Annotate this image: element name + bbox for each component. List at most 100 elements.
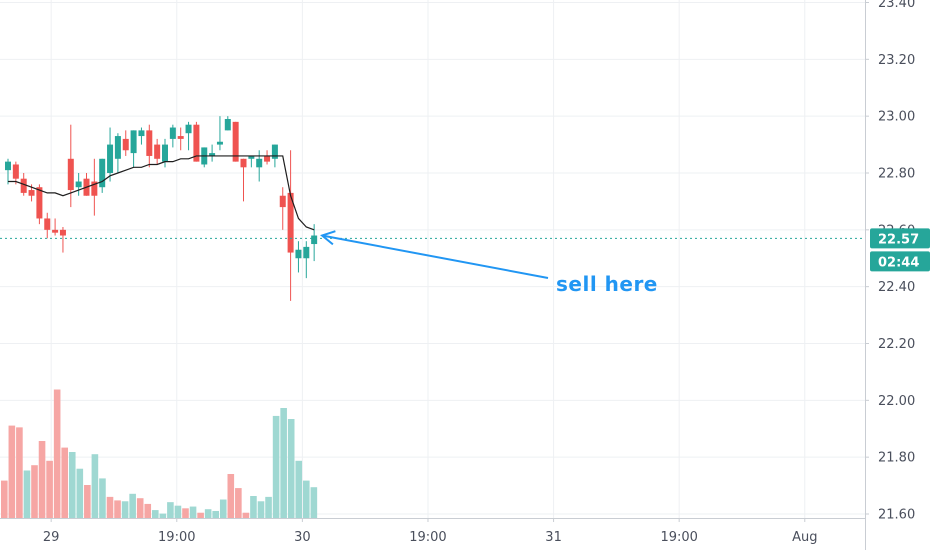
grid [0, 0, 865, 518]
volume-bar [152, 510, 159, 518]
candle-body [114, 136, 121, 159]
candle-body [177, 136, 184, 139]
price-axis-bg [865, 0, 932, 550]
volume-bar [272, 415, 280, 518]
time-axis-bg [0, 518, 865, 550]
candle-body [248, 155, 255, 159]
candle-body [232, 121, 239, 162]
volume-bar [265, 496, 272, 518]
volume-bar [235, 488, 242, 518]
candle-body [44, 218, 51, 230]
volume-bar [159, 513, 167, 518]
volume-bar [1, 480, 8, 518]
volume-bar [303, 480, 310, 518]
price-tick-label: 21.80 [878, 451, 915, 466]
volume-bar [46, 460, 53, 518]
candle-body [256, 158, 263, 168]
candle-body [279, 195, 286, 208]
last-price-badge [870, 228, 930, 249]
candle-body [12, 164, 19, 179]
candle-body [303, 246, 310, 259]
volume-bar [99, 478, 106, 518]
candle-body [271, 144, 278, 159]
candle-body [169, 127, 176, 139]
candle-body [295, 249, 302, 259]
candle-body [154, 144, 161, 159]
candle-body [75, 181, 82, 188]
volume-bar [136, 498, 144, 518]
volume-bar [287, 419, 295, 518]
candles [5, 116, 318, 301]
candle-body [264, 155, 271, 162]
annotation-label: sell here [556, 272, 658, 296]
candle-body [311, 235, 318, 245]
time-tick-label: 19:00 [158, 530, 195, 545]
price-tick-label: 22.20 [878, 337, 915, 352]
candle-body [193, 124, 200, 162]
volume-bar [91, 454, 99, 518]
candle-body [91, 181, 98, 196]
candle-body [138, 130, 145, 137]
candle-body [5, 161, 11, 171]
candle-body [216, 141, 223, 145]
candle-body [36, 187, 43, 219]
volume-bar [129, 493, 136, 518]
countdown-label: 02:44 [878, 255, 919, 270]
volume-bars [1, 389, 318, 518]
volume-bar [227, 474, 235, 518]
candle-body [59, 229, 66, 236]
candle-body [122, 138, 129, 151]
price-tick-label: 22.80 [878, 167, 915, 182]
candle-body [146, 130, 153, 156]
candle-body [240, 158, 247, 168]
volume-bar [257, 501, 265, 518]
volume-bar [114, 500, 121, 518]
time-tick-label: 30 [294, 530, 311, 545]
volume-bar [219, 499, 227, 518]
time-tick-label: 19:00 [660, 530, 697, 545]
volume-bar [295, 460, 303, 518]
volume-bar [310, 487, 318, 518]
time-tick-label: 29 [43, 530, 60, 545]
annotation-arrow [321, 234, 549, 279]
candle-body [209, 153, 216, 156]
price-tick-label: 22.40 [878, 280, 915, 295]
volume-bar [250, 496, 257, 518]
candle-body [107, 144, 114, 173]
volume-bar [144, 503, 152, 518]
candle-body [185, 124, 192, 134]
candle-body [52, 229, 59, 233]
volume-bar [174, 505, 182, 518]
volume-bar [61, 447, 68, 518]
volume-bar [242, 512, 250, 518]
volume-bar [16, 427, 23, 518]
volume-bar [204, 509, 212, 518]
candle-body [20, 178, 27, 193]
candle-body [224, 119, 231, 131]
volume-bar [197, 512, 204, 518]
time-axis[interactable]: 29 19:00 30 19:00 31 19:00 Aug [0, 518, 865, 550]
price-tick-label: 22.00 [878, 394, 915, 409]
volume-bar [182, 508, 189, 518]
annotation: sell here [320, 230, 658, 296]
volume-bar [167, 502, 174, 518]
candle-body [99, 158, 106, 188]
volume-bar [31, 465, 38, 518]
volume-bar [121, 501, 129, 518]
time-tick-label: 31 [545, 530, 562, 545]
volume-bar [84, 485, 91, 518]
price-tick-label: 21.60 [878, 508, 915, 523]
volume-bar [68, 452, 76, 518]
volume-bar [212, 510, 219, 518]
price-axis[interactable]: 21.6021.8022.0022.2022.4022.6022.8023.00… [865, 0, 932, 550]
price-tick-label: 23.00 [878, 110, 915, 125]
volume-bar [280, 408, 287, 518]
price-tick-label: 23.40 [878, 0, 915, 11]
candle-body [28, 190, 35, 196]
candle-body [287, 192, 294, 253]
candle-body [67, 158, 74, 191]
volume-bar [189, 506, 197, 518]
volume-bar [23, 470, 31, 518]
volume-bar [8, 425, 16, 518]
